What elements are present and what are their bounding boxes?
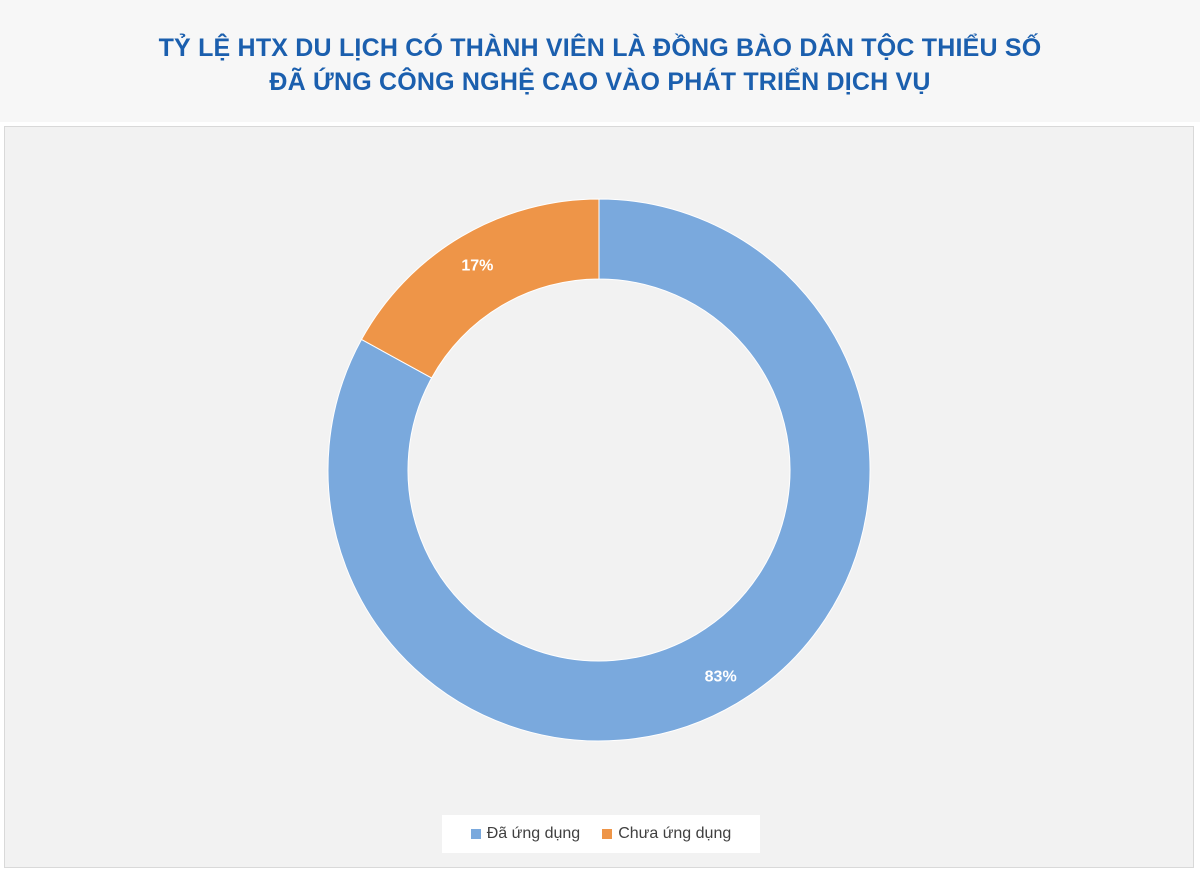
legend-swatch-chua-ung-dung [602,829,613,839]
legend-label-chua-ung-dung: Chưa ứng dụng [618,825,732,842]
slice-da-ung-dung [327,198,871,742]
data-label-da-ung-dung: 83% [705,669,737,686]
chart-title-line-2: ĐÃ ỨNG CÔNG NGHỆ CAO VÀO PHÁT TRIỂN DỊCH… [269,68,931,96]
chart-title-line-1: TỶ LỆ HTX DU LỊCH CÓ THÀNH VIÊN LÀ ĐỒNG … [158,34,1042,62]
legend-swatch-da-ung-dung [470,829,481,839]
doughnut-chart: 83% 17% [327,198,871,742]
chart-area: 83% 17% Đã ứng dụng Chưa ứng dụng [4,126,1194,868]
legend-label-da-ung-dung: Đã ứng dụng [486,825,581,842]
chart-header: TỶ LỆ HTX DU LỊCH CÓ THÀNH VIÊN LÀ ĐỒNG … [0,0,1200,122]
data-label-chua-ung-dung: 17% [461,257,493,274]
chart-legend: Đã ứng dụng Chưa ứng dụng [442,815,760,853]
legend-item-chua-ung-dung: Chưa ứng dụng [602,825,731,843]
legend-item-da-ung-dung: Đã ứng dụng [470,825,581,843]
slice-chua-ung-dung [360,198,600,379]
